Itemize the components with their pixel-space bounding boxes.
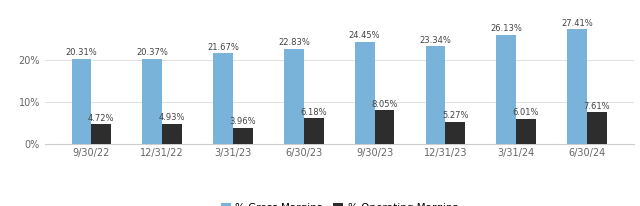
Text: 4.72%: 4.72%: [88, 114, 115, 123]
Text: 22.83%: 22.83%: [278, 38, 310, 47]
Bar: [567, 29, 587, 144]
Bar: [497, 35, 516, 144]
Text: 7.61%: 7.61%: [584, 102, 610, 111]
Bar: [284, 49, 304, 144]
Bar: [516, 119, 536, 144]
Text: 27.41%: 27.41%: [561, 19, 593, 28]
Text: 3.96%: 3.96%: [230, 117, 256, 126]
Bar: [355, 42, 374, 144]
Text: 5.27%: 5.27%: [442, 111, 468, 121]
Text: 4.93%: 4.93%: [159, 113, 186, 122]
Bar: [213, 54, 233, 144]
Bar: [304, 118, 324, 144]
Text: 21.67%: 21.67%: [207, 43, 239, 52]
Text: 20.37%: 20.37%: [136, 48, 168, 57]
Bar: [374, 110, 394, 144]
Bar: [587, 112, 607, 144]
Text: 6.18%: 6.18%: [300, 108, 327, 117]
Bar: [162, 124, 182, 144]
Text: 24.45%: 24.45%: [349, 31, 381, 40]
Text: 20.31%: 20.31%: [66, 48, 97, 57]
Bar: [445, 122, 465, 144]
Legend: % Gross Margins, % Operating Margins: % Gross Margins, % Operating Margins: [216, 199, 462, 206]
Bar: [72, 59, 92, 144]
Text: 8.05%: 8.05%: [371, 100, 398, 109]
Bar: [142, 59, 162, 144]
Text: 6.01%: 6.01%: [513, 108, 540, 117]
Text: 23.34%: 23.34%: [420, 36, 451, 45]
Text: 26.13%: 26.13%: [490, 24, 522, 33]
Bar: [233, 128, 253, 144]
Bar: [426, 47, 445, 144]
Bar: [92, 124, 111, 144]
